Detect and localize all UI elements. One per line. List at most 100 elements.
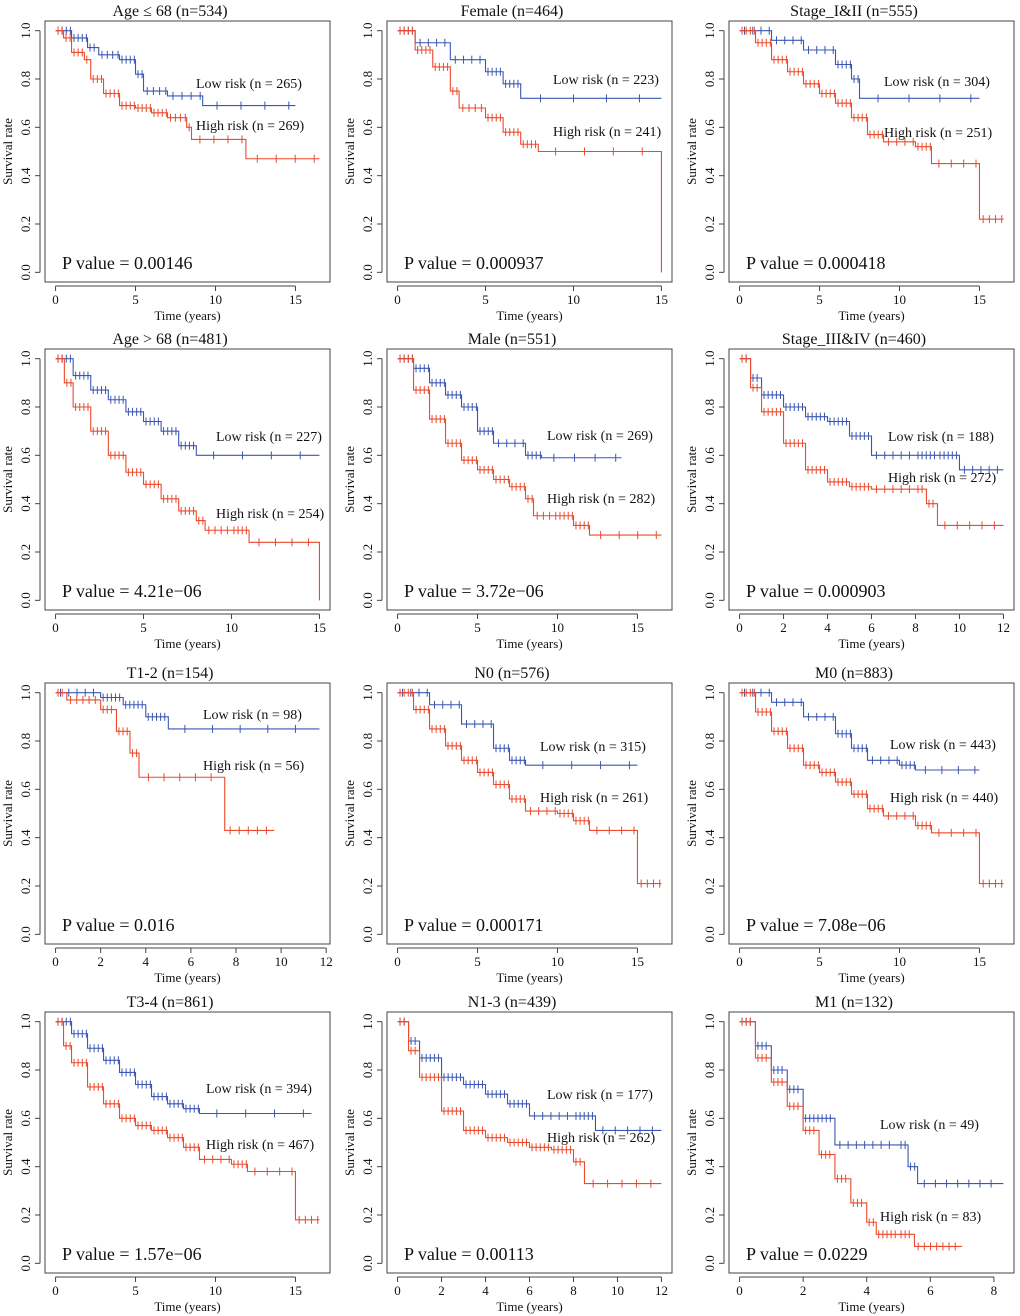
low-risk-label: Low risk (n = 49) [880,1118,979,1133]
y-tick-label: 0.2 [18,544,33,560]
y-tick-label: 0.0 [360,592,375,608]
y-axis-label: Survival rate [684,118,699,185]
y-tick-label: 0.8 [702,399,717,415]
x-tick-label: 5 [816,954,823,969]
p-value: P value = 7.08e−06 [746,915,886,935]
x-axis-label: Time (years) [496,970,562,985]
y-axis-label: Survival rate [342,1109,357,1176]
y-tick-label: 0.2 [360,1207,375,1223]
panel-title: Male (n=551) [468,331,557,348]
low-risk-curve [739,692,980,771]
p-value: P value = 1.57e−06 [62,1244,202,1264]
y-tick-label: 0.0 [702,926,717,942]
y-tick-label: 0.4 [18,495,33,512]
y-tick-label: 0.2 [360,544,375,560]
p-value: P value = 0.00146 [62,253,192,273]
x-axis-label: Time (years) [154,970,220,985]
x-axis-label: Time (years) [838,970,904,985]
plot-box [728,1011,1015,1274]
x-tick-label: 0 [394,1283,401,1298]
x-tick-label: 0 [52,954,59,969]
high-risk-label: High risk (n = 261) [540,791,649,806]
high-risk-curve [55,1021,320,1221]
y-tick-label: 0.4 [702,829,717,846]
x-axis-label: Time (years) [154,1299,220,1314]
x-tick-label: 6 [868,620,875,635]
x-tick-label: 15 [289,1283,302,1298]
y-axis-label: Survival rate [0,118,15,185]
low-risk-label: Low risk (n = 443) [890,738,996,753]
y-tick-label: 0.8 [702,733,717,749]
low-risk-label: Low risk (n = 304) [884,75,990,90]
x-tick-label: 15 [631,954,644,969]
low-risk-curve [739,1021,1004,1185]
p-value: P value = 0.00113 [404,1244,534,1264]
plot-box [44,20,331,283]
x-tick-label: 8 [570,1283,577,1298]
plot-box [44,1011,331,1274]
high-risk-label: High risk (n = 272) [888,471,997,486]
plot-box [728,348,1015,611]
x-tick-label: 15 [313,620,326,635]
y-tick-label: 0.8 [702,71,717,87]
y-tick-label: 0.6 [702,119,717,136]
y-tick-label: 0.0 [18,1255,33,1271]
y-tick-label: 0.8 [18,399,33,415]
y-tick-label: 0.2 [702,878,717,894]
p-value: P value = 0.000937 [404,253,543,273]
x-tick-label: 10 [567,292,580,307]
high-risk-label: High risk (n = 254) [216,507,325,522]
y-tick-label: 0.4 [18,1158,33,1175]
y-axis-label: Survival rate [0,780,15,847]
x-tick-label: 10 [893,954,906,969]
high-risk-label: High risk (n = 282) [547,492,656,507]
high-risk-curve [739,1021,963,1247]
x-tick-label: 5 [474,620,481,635]
km-panel: Stage_III&IV (n=460) 0.0 0.2 0.4 0.6 0.8 1.0 Su… [684,331,1015,651]
y-axis-label: Survival rate [342,446,357,513]
x-tick-label: 0 [394,292,401,307]
low-risk-curve [397,692,638,766]
x-tick-label: 15 [631,620,644,635]
x-tick-label: 0 [52,1283,59,1298]
y-axis-label: Survival rate [684,446,699,513]
km-panel: N0 (n=576) 0.0 0.2 0.4 0.6 0.8 1.0 Survival rat… [342,665,673,985]
y-tick-label: 0.4 [18,829,33,846]
x-tick-label: 12 [655,1283,668,1298]
y-tick-label: 0.0 [702,264,717,280]
y-tick-label: 0.6 [702,447,717,464]
x-tick-label: 0 [394,954,401,969]
km-panel: Stage_I&II (n=555) 0.0 0.2 0.4 0.6 0.8 1.0 Surv… [684,3,1015,323]
y-tick-label: 0.0 [18,264,33,280]
x-tick-label: 0 [52,620,59,635]
y-tick-label: 1.0 [18,23,33,39]
y-tick-label: 0.4 [360,829,375,846]
y-tick-label: 0.8 [18,1062,33,1078]
km-panel: T3-4 (n=861) 0.0 0.2 0.4 0.6 0.8 1.0 Survival r… [0,994,331,1314]
x-tick-label: 10 [209,292,222,307]
y-tick-label: 0.6 [18,1110,33,1127]
x-tick-label: 6 [188,954,195,969]
x-tick-label: 2 [97,954,104,969]
km-panel: M1 (n=132) 0.0 0.2 0.4 0.6 0.8 1.0 Survival rat… [684,994,1015,1314]
p-value: P value = 0.000418 [746,253,885,273]
y-tick-label: 0.4 [360,495,375,512]
y-tick-label: 0.8 [360,733,375,749]
x-tick-label: 4 [482,1283,489,1298]
y-tick-label: 0.6 [18,119,33,136]
low-risk-label: Low risk (n = 227) [216,430,322,445]
km-panel: N1-3 (n=439) 0.0 0.2 0.4 0.6 0.8 1.0 Survival r… [342,994,673,1314]
plot-box [386,1011,673,1274]
km-panel: Age > 68 (n=481) 0.0 0.2 0.4 0.6 0.8 1.0 Surviv… [0,331,331,651]
y-tick-label: 0.4 [360,1158,375,1175]
panel-title: M0 (n=883) [815,665,893,682]
y-axis-label: Survival rate [684,780,699,847]
x-tick-label: 5 [132,292,139,307]
y-tick-label: 1.0 [702,1014,717,1030]
x-tick-label: 6 [927,1283,934,1298]
y-axis-label: Survival rate [0,1109,15,1176]
high-risk-label: High risk (n = 83) [880,1210,982,1225]
high-risk-curve [55,30,320,160]
y-tick-label: 0.2 [18,216,33,232]
low-risk-curve [55,1021,312,1115]
